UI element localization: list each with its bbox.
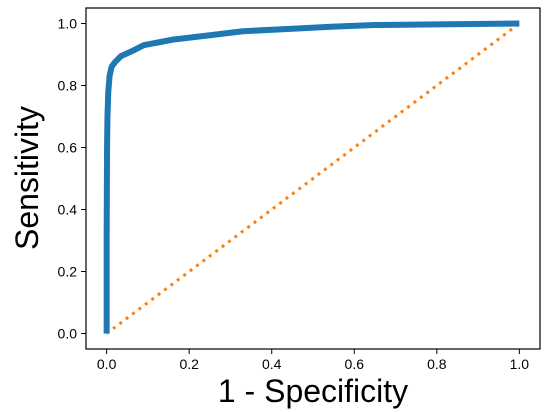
x-tick-label: 1.0 [510,356,530,372]
x-axis-label: 1 - Specificity [218,373,408,409]
x-tick-label: 0.6 [345,356,365,372]
x-tick-label: 0.2 [179,356,199,372]
x-tick-label: 0.0 [97,356,117,372]
roc-curve-line [103,20,520,334]
y-tick-label: 0.0 [58,326,78,342]
y-tick-label: 0.2 [58,264,78,280]
y-tick-label: 0.4 [58,202,78,218]
y-axis-ticks: 0.0 0.2 0.4 0.6 0.8 1.0 [58,16,86,342]
y-tick-label: 0.6 [58,140,78,156]
x-tick-label: 0.8 [427,356,447,372]
y-tick-label: 0.8 [58,78,78,94]
series-layer [103,20,521,335]
x-axis-ticks: 0.0 0.2 0.4 0.6 0.8 1.0 [97,349,529,372]
y-tick-label: 1.0 [58,16,78,32]
plot-frame [85,7,541,350]
x-tick-label: 0.4 [262,356,282,372]
y-axis-label: Sensitivity [9,106,45,250]
chance-diagonal-line [105,22,521,335]
